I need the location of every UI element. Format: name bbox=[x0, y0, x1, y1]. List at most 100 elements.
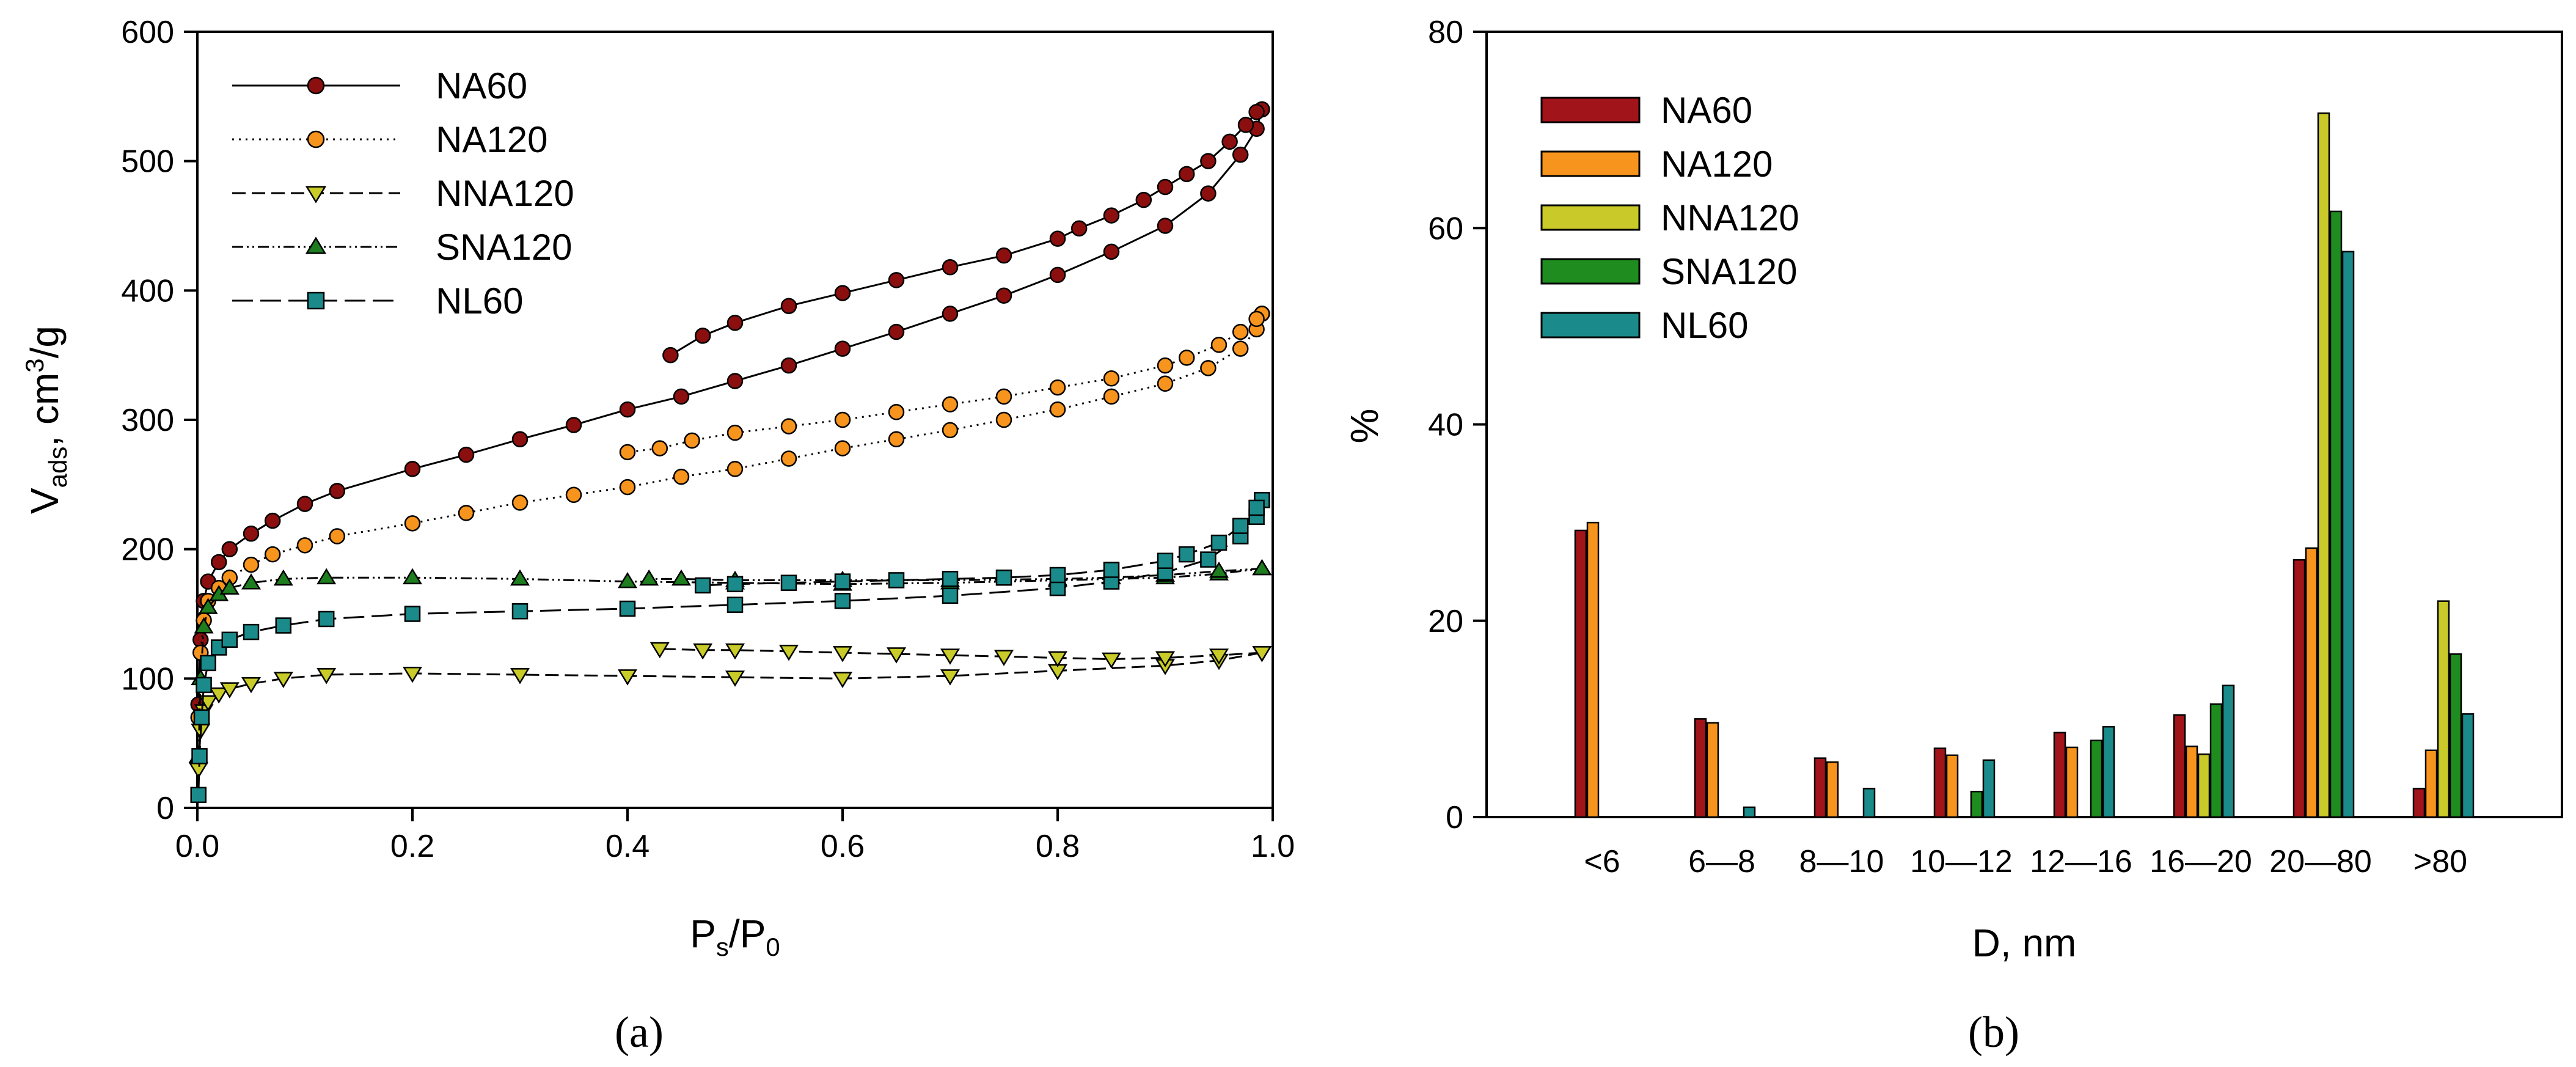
bar bbox=[2424, 749, 2438, 818]
data-point bbox=[404, 461, 421, 477]
bar bbox=[1933, 747, 1947, 818]
data-point bbox=[942, 306, 959, 322]
legend-label: NA120 bbox=[436, 119, 547, 160]
data-point bbox=[1221, 133, 1238, 150]
data-point bbox=[273, 569, 293, 586]
data-point bbox=[1200, 185, 1217, 202]
legend-label: NL60 bbox=[1661, 305, 1748, 346]
x-tick-label: 0.2 bbox=[390, 829, 434, 864]
bar bbox=[1694, 718, 1707, 818]
y-tick-label: 0 bbox=[1446, 800, 1463, 835]
data-point bbox=[886, 647, 907, 664]
y-tick-label: 600 bbox=[121, 15, 174, 50]
x-tick-label: 0.4 bbox=[606, 829, 649, 864]
data-point bbox=[1252, 646, 1272, 662]
na60-adsorption-line bbox=[197, 109, 1263, 705]
data-point bbox=[317, 568, 337, 585]
bar bbox=[2317, 112, 2330, 818]
data-point bbox=[684, 432, 700, 449]
y-tick-label: 60 bbox=[1428, 211, 1463, 246]
distribution-legend: NA60 NA120 NNA120 SNA120 NL60 bbox=[1540, 90, 1799, 346]
isotherm-y-axis-label: Vads, cm3/g bbox=[20, 326, 72, 514]
data-point bbox=[1049, 401, 1066, 418]
data-point bbox=[1103, 562, 1120, 578]
bar bbox=[2292, 559, 2306, 818]
data-point bbox=[402, 568, 423, 585]
data-point bbox=[671, 569, 692, 586]
bar bbox=[1574, 529, 1587, 818]
data-point bbox=[780, 357, 797, 374]
category-label: 16—20 bbox=[2150, 844, 2252, 879]
data-point bbox=[942, 587, 959, 604]
bar-series-sna120 bbox=[1970, 210, 2462, 818]
data-point bbox=[619, 479, 636, 496]
data-point bbox=[1047, 651, 1068, 668]
bar bbox=[2209, 703, 2223, 818]
bar bbox=[2437, 600, 2450, 818]
data-point bbox=[1210, 336, 1228, 353]
data-point bbox=[834, 573, 851, 590]
data-point bbox=[1200, 153, 1217, 169]
data-point bbox=[1178, 166, 1195, 183]
bar bbox=[2102, 725, 2115, 818]
bar bbox=[1813, 757, 1827, 818]
data-point bbox=[1103, 207, 1120, 224]
data-point bbox=[617, 669, 638, 686]
data-point bbox=[1232, 323, 1249, 340]
isotherm-legend: NA60 NA120 NNA120 SNA120 NL60 bbox=[232, 65, 574, 321]
bar bbox=[2412, 788, 2426, 818]
panel-a-label: (a) bbox=[615, 1008, 664, 1057]
data-point bbox=[1103, 370, 1120, 387]
y-tick-label: 200 bbox=[121, 532, 174, 568]
data-point bbox=[725, 643, 745, 660]
data-point bbox=[834, 340, 851, 357]
data-point bbox=[1200, 551, 1217, 568]
data-point bbox=[619, 401, 636, 418]
data-point bbox=[1049, 266, 1066, 284]
legend-label: NA120 bbox=[1661, 144, 1773, 185]
data-point bbox=[832, 672, 853, 688]
data-point bbox=[1049, 230, 1066, 247]
data-point bbox=[995, 411, 1012, 428]
data-point bbox=[995, 388, 1012, 405]
category-label: <6 bbox=[1584, 844, 1620, 879]
bar bbox=[2461, 713, 2475, 818]
y-tick-label: 20 bbox=[1428, 604, 1463, 639]
data-point bbox=[241, 676, 262, 694]
data-point bbox=[940, 648, 961, 665]
bar bbox=[2197, 753, 2211, 818]
data-point bbox=[649, 642, 670, 659]
data-point bbox=[942, 571, 959, 587]
data-point bbox=[317, 668, 337, 684]
data-point bbox=[402, 667, 423, 683]
data-point bbox=[318, 610, 335, 628]
bar bbox=[1743, 806, 1756, 818]
data-point bbox=[726, 576, 744, 593]
data-point bbox=[1252, 559, 1272, 576]
data-point bbox=[725, 670, 745, 687]
legend-label: NA60 bbox=[1661, 90, 1752, 131]
bar bbox=[2053, 732, 2066, 818]
bar bbox=[2449, 653, 2462, 818]
x-tick-label: 0.0 bbox=[175, 829, 219, 864]
bar bbox=[2305, 547, 2318, 818]
data-point bbox=[404, 515, 421, 532]
data-point bbox=[1232, 518, 1249, 534]
bar bbox=[1826, 761, 1839, 818]
data-point bbox=[1157, 357, 1174, 374]
data-point bbox=[1157, 218, 1174, 234]
data-point bbox=[995, 287, 1012, 304]
category-label: 12—16 bbox=[2030, 844, 2132, 879]
legend-marker bbox=[305, 237, 327, 254]
distribution-bars bbox=[1574, 112, 2475, 818]
data-point bbox=[888, 404, 905, 420]
distribution-x-axis-label: D, nm bbox=[1972, 921, 2077, 965]
data-point bbox=[243, 526, 260, 542]
legend-label: NNA120 bbox=[436, 173, 574, 214]
category-label: 8—10 bbox=[1799, 844, 1884, 879]
legend-item-na60: NA60 bbox=[232, 65, 527, 106]
category-label: 10—12 bbox=[1910, 844, 2013, 879]
bar bbox=[1970, 790, 1983, 818]
y-tick-label: 40 bbox=[1428, 408, 1463, 443]
data-point bbox=[273, 672, 293, 688]
